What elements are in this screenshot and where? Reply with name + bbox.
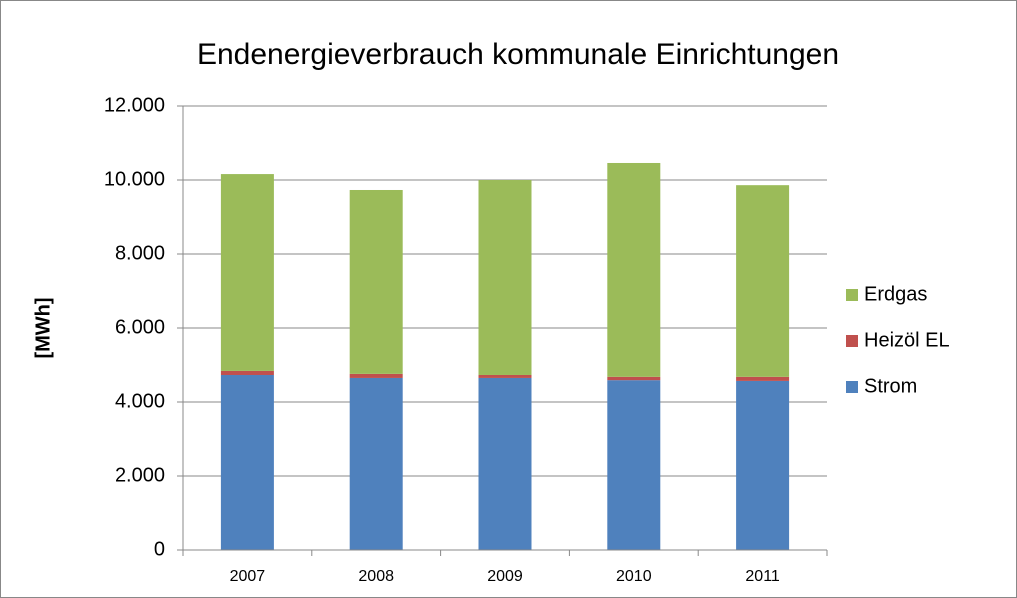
legend-swatch (846, 289, 858, 301)
bar-segment (478, 374, 532, 378)
bar-segment (607, 376, 661, 381)
x-tick-label: 2009 (487, 568, 523, 585)
bar-segment (478, 377, 532, 550)
x-tick-label: 2007 (230, 568, 266, 585)
x-tick-label: 2011 (745, 568, 780, 585)
y-tick-label: 2.000 (115, 464, 165, 486)
y-axis-label: [MWh] (32, 297, 54, 358)
y-tick-label: 4.000 (115, 390, 165, 412)
bar-segment (349, 189, 403, 374)
x-tick-label: 2010 (616, 568, 652, 585)
bar-segment (220, 370, 274, 375)
bar-segment (478, 180, 532, 375)
legend-label: Erdgas (864, 283, 927, 305)
legend-label: Strom (864, 375, 917, 397)
bar-segment (736, 380, 790, 550)
legend-swatch (846, 335, 858, 347)
y-tick-label: 0 (154, 538, 165, 560)
y-tick-label: 12.000 (104, 94, 165, 116)
chart-title: Endenergieverbrauch kommunale Einrichtun… (197, 38, 839, 71)
bar-segment (220, 174, 274, 371)
bar-segment (607, 162, 661, 377)
bar-segment (349, 373, 403, 378)
y-tick-label: 8.000 (115, 242, 165, 264)
bar-segment (220, 374, 274, 550)
legend-swatch (846, 381, 858, 393)
bar-segment (736, 376, 790, 381)
y-tick-label: 10.000 (104, 168, 165, 190)
bar-segment (607, 380, 661, 550)
y-tick-label: 6.000 (115, 316, 165, 338)
legend-label: Heizöl EL (864, 329, 950, 351)
bar-segment (349, 377, 403, 550)
bar-segment (736, 185, 790, 377)
x-tick-label: 2008 (358, 568, 394, 585)
